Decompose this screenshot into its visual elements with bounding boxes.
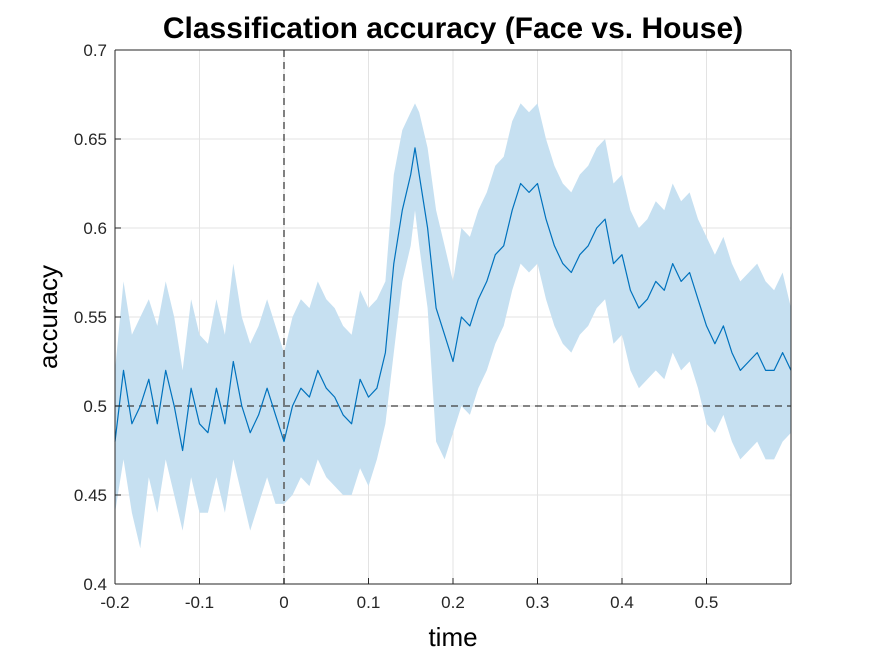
x-tick-label: 0.2 [441,593,465,612]
x-tick-label: 0 [279,593,288,612]
y-tick-label: 0.55 [74,308,107,327]
x-tick-label: 0.5 [695,593,719,612]
y-axis-label: accuracy [33,265,63,369]
y-tick-label: 0.65 [74,130,107,149]
y-tick-label: 0.6 [83,219,107,238]
mean-accuracy-line [114,147,792,452]
y-tick-label: 0.5 [83,397,107,416]
chart-title: Classification accuracy (Face vs. House) [163,12,743,45]
x-tick-label: -0.1 [185,593,214,612]
x-tick-label: 0.3 [526,593,550,612]
x-tick-label: 0.1 [357,593,381,612]
x-tick-label: -0.2 [100,593,129,612]
x-axis-label: time [428,622,477,652]
x-tick-label: 0.4 [610,593,634,612]
mean-line-layer [114,147,792,452]
tick-labels: -0.2 -0.1 0 0.1 0.2 0.3 0.4 0.5 0.4 0.45 0.5 0.55 0.… [74,41,718,612]
axes [114,49,792,585]
y-tick-label: 0.4 [83,575,107,594]
y-tick-label: 0.45 [74,486,107,505]
y-tick-label: 0.7 [83,41,107,60]
